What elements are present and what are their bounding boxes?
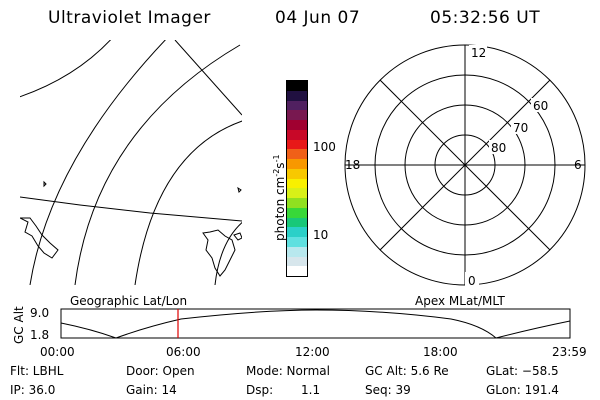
timeline-frame	[60, 308, 571, 339]
coastline-2	[202, 229, 236, 277]
coastline-1	[20, 217, 59, 259]
status-gc-alt: GC Alt: 5.6 Re	[365, 364, 449, 378]
timeline-x-tick-2359: 23:59	[552, 345, 587, 359]
island-1	[43, 180, 47, 188]
lat-label-70: 70	[513, 121, 528, 135]
lat-circle-2	[29, 40, 166, 285]
colorbar-segment	[287, 100, 307, 111]
coastline-3	[233, 232, 242, 241]
colorbar-segment	[287, 159, 307, 169]
colorbar-segment	[287, 207, 307, 218]
timeline-left-label: Geographic Lat/Lon	[70, 294, 188, 308]
timeline-right-label: Apex MLat/MLT	[415, 294, 505, 308]
status-door: Door: Open	[126, 364, 195, 378]
polar-diagonal-2	[379, 79, 551, 251]
status-ip: IP: 36.0	[10, 383, 56, 397]
colorbar-segment	[287, 81, 307, 91]
colorbar-segment	[287, 266, 307, 276]
colorbar-segment	[287, 90, 307, 101]
colorbar-segment	[287, 198, 307, 208]
status-mode: Mode: Normal	[246, 364, 330, 378]
colorbar-tick-10: 10	[313, 228, 329, 242]
status-filter: Flt: LBHL	[10, 364, 64, 378]
colorbar-label-exp1: -2	[272, 168, 281, 177]
status-dsp-label: Dsp:	[246, 383, 274, 397]
time-label: 05:32:56 UT	[430, 8, 541, 28]
colorbar-segment	[287, 178, 307, 189]
lat-circle-5	[214, 222, 242, 285]
colorbar-segment	[287, 227, 307, 237]
status-dsp-value: 1.1	[301, 383, 321, 397]
colorbar-segment	[287, 188, 307, 198]
altitude-timeline	[60, 308, 571, 339]
geographic-map	[20, 40, 242, 285]
app-title: Ultraviolet Imager	[48, 8, 211, 28]
date-label: 04 Jun 07	[275, 8, 361, 28]
colorbar-segment	[287, 120, 307, 130]
timeline-x-tick-0000: 00:00	[40, 345, 75, 359]
colorbar-label-exp2: -1	[272, 154, 281, 163]
timeline-y-tick-top: 9.0	[30, 306, 50, 320]
lat-circle-4	[134, 120, 242, 285]
polar-plot: 12 0 18 6 60 70 80	[344, 44, 586, 288]
lat-circle-1	[20, 40, 112, 98]
colorbar-label-s: s	[273, 162, 287, 169]
island-2	[237, 186, 242, 193]
colorbar-segment	[287, 217, 307, 228]
timeline-x-tick-1800: 18:00	[423, 345, 458, 359]
altitude-curve	[60, 309, 571, 339]
colorbar-segment	[287, 110, 307, 120]
mlt-label-12: 12	[471, 46, 486, 60]
timeline-x-tick-1200: 12:00	[295, 345, 330, 359]
colorbar-segment	[287, 168, 307, 179]
colorbar-tick-100: 100	[313, 140, 336, 154]
colorbar-segment	[287, 237, 307, 247]
lat-circle-3	[74, 44, 241, 285]
colorbar-segment	[287, 149, 307, 159]
colorbar-segment	[287, 129, 307, 140]
colorbar-segment	[287, 256, 307, 267]
meridian-1	[174, 40, 242, 116]
status-gain: Gain: 14	[126, 383, 177, 397]
status-glat: GLat: −58.5	[486, 364, 559, 378]
mlt-label-6: 6	[574, 158, 582, 172]
colorbar-segment	[287, 246, 307, 257]
timeline-x-tick-0600: 06:00	[166, 345, 201, 359]
lat-label-80: 80	[491, 141, 506, 155]
meridian-2	[20, 196, 242, 222]
mlt-label-0: 0	[468, 274, 476, 288]
status-glon: GLon: 191.4	[486, 383, 559, 397]
colorbar-axis-label: photon cm-2s-1	[272, 154, 287, 241]
timeline-y-tick-bottom: 1.8	[30, 328, 50, 342]
status-seq: Seq: 39	[365, 383, 411, 397]
colorbar-segment	[287, 139, 307, 150]
mlt-label-18: 18	[345, 158, 360, 172]
lat-label-60: 60	[533, 99, 548, 113]
colorbar	[286, 80, 308, 277]
timeline-y-axis-label: GC Alt	[12, 306, 26, 344]
colorbar-label-text: photon cm	[273, 176, 287, 241]
